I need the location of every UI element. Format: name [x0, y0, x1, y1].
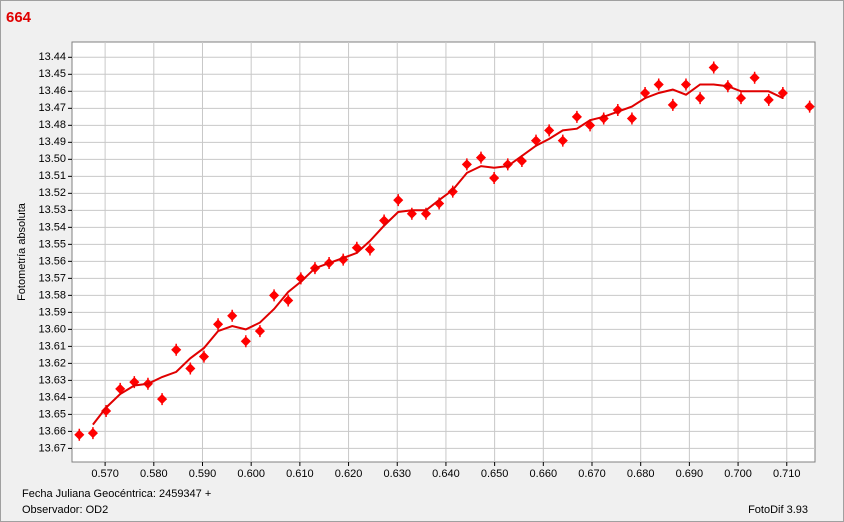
data-point [640, 87, 651, 100]
y-tick-label: 13.48 [38, 119, 66, 131]
x-tick-label: 0.620 [335, 468, 363, 480]
software-version: FotoDif 3.93 [748, 504, 808, 516]
x-tick-label: 0.660 [530, 468, 558, 480]
y-tick-label: 13.57 [38, 272, 66, 284]
data-point [198, 350, 210, 363]
data-point [653, 78, 664, 91]
y-tick-label: 13.55 [38, 238, 66, 250]
data-point [708, 61, 719, 74]
y-tick-label: 13.67 [38, 442, 66, 454]
y-tick-label: 13.50 [38, 153, 66, 165]
x-tick-label: 0.580 [140, 468, 168, 480]
data-point [763, 93, 774, 106]
x-tick-label: 0.710 [773, 468, 801, 480]
data-point [598, 112, 609, 125]
y-tick-label: 13.63 [38, 374, 66, 386]
y-tick-label: 13.59 [38, 306, 66, 318]
data-point [171, 343, 182, 356]
data-point [680, 78, 692, 91]
data-point [447, 185, 458, 198]
data-point [87, 427, 98, 440]
data-point [695, 92, 706, 105]
y-tick-label: 13.62 [38, 357, 66, 369]
y-tick-label: 13.58 [38, 289, 66, 301]
plot-area [71, 41, 816, 463]
x-tick-label: 0.590 [189, 468, 217, 480]
data-point [393, 194, 404, 207]
y-tick-label: 13.44 [38, 51, 66, 63]
data-point [74, 428, 85, 441]
y-tick-label: 13.49 [38, 136, 66, 148]
data-point [544, 124, 555, 137]
data-point [338, 253, 349, 266]
data-point [254, 325, 266, 338]
data-point [557, 134, 568, 147]
x-tick-label: 0.570 [91, 468, 119, 480]
x-tick-label: 0.650 [481, 468, 509, 480]
data-point [667, 98, 678, 111]
data-point [571, 110, 582, 123]
data-point [626, 112, 637, 125]
x-tick-label: 0.630 [383, 468, 411, 480]
data-point [364, 243, 376, 256]
chart-title: 664 [6, 9, 32, 26]
data-point [461, 158, 472, 171]
y-tick-label: 13.53 [38, 204, 66, 216]
x-tick-label: 0.610 [286, 468, 314, 480]
x-tick-label: 0.670 [578, 468, 606, 480]
trend-line [92, 83, 784, 426]
data-point [157, 393, 168, 406]
x-tick-label: 0.640 [432, 468, 460, 480]
data-point [227, 309, 238, 322]
y-tick-label: 13.64 [38, 391, 66, 403]
x-tick-label: 0.600 [237, 468, 265, 480]
data-point [749, 71, 760, 84]
x-axis-label: Fecha Juliana Geocéntrica: 2459347 + [22, 488, 211, 500]
x-tick-label: 0.700 [724, 468, 752, 480]
x-tick-label: 0.680 [627, 468, 655, 480]
y-tick-label: 13.61 [38, 340, 66, 352]
y-tick-label: 13.46 [38, 85, 66, 97]
y-tick-label: 13.65 [38, 408, 66, 420]
data-point [185, 362, 196, 375]
data-point [283, 294, 294, 307]
x-tick-label: 0.690 [676, 468, 704, 480]
y-tick-label: 13.51 [38, 170, 66, 182]
observer: Observador: OD2 [22, 504, 108, 516]
y-tick-label: 13.56 [38, 255, 66, 267]
data-point [475, 151, 487, 164]
y-tick-label: 13.47 [38, 102, 66, 114]
y-tick-label: 13.66 [38, 425, 66, 437]
data-point [735, 92, 747, 105]
y-tick-label: 13.54 [38, 221, 66, 233]
data-point [489, 172, 500, 185]
y-tick-label: 13.52 [38, 187, 66, 199]
y-axis-label: Fotometría absoluta [16, 202, 28, 301]
y-tick-label: 13.45 [38, 68, 66, 80]
data-point [804, 100, 815, 113]
data-point [213, 318, 224, 331]
data-point [240, 335, 251, 348]
y-tick-label: 13.60 [38, 323, 66, 335]
data-point [269, 289, 280, 302]
